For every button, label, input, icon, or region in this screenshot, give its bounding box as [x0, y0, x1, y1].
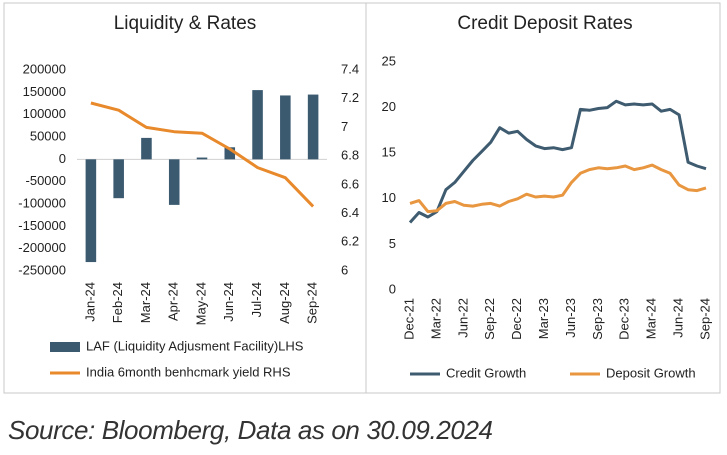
x-tick-label: Aug-24 — [277, 282, 292, 324]
y2-tick-label: 6.8 — [341, 148, 359, 163]
y-tick-label: 0 — [389, 281, 396, 296]
y-tick-label: 50000 — [30, 128, 66, 143]
y2-tick-label: 6.6 — [341, 176, 359, 191]
y-tick-label: 25 — [382, 53, 396, 68]
bar — [307, 94, 319, 160]
bar — [280, 95, 291, 160]
x-tick-label: Jan-24 — [82, 282, 97, 322]
bar — [85, 159, 97, 263]
y2-tick-label: 6.4 — [341, 205, 359, 220]
y-tick-label: 100000 — [23, 106, 66, 121]
x-tick-label: Sep-23 — [590, 298, 605, 340]
x-tick-label: Jun-24 — [221, 282, 236, 322]
legend-label: Deposit Growth — [606, 365, 696, 380]
x-tick-label: Sep-22 — [482, 298, 497, 340]
x-tick-label: Mar-23 — [536, 298, 551, 339]
x-tick-label: Dec-21 — [401, 298, 416, 340]
y-tick-label: -50000 — [26, 173, 66, 188]
y-tick-label: 5 — [389, 236, 396, 251]
y-tick-label: -100000 — [18, 195, 66, 210]
x-tick-label: Jun-22 — [455, 298, 470, 338]
legend-label: Credit Growth — [446, 365, 526, 380]
x-tick-label: Feb-24 — [110, 282, 125, 323]
y-tick-label: 20 — [382, 99, 396, 114]
y-tick-label: -250000 — [18, 262, 66, 277]
x-tick-label: Sep-24 — [305, 282, 320, 324]
line-series — [408, 99, 707, 224]
bar — [224, 147, 236, 160]
y2-tick-label: 7.4 — [341, 61, 359, 76]
x-tick-label: Mar-24 — [644, 298, 659, 339]
bar — [196, 157, 208, 160]
x-tick-label: Sep-24 — [697, 298, 712, 340]
y-tick-label: 200000 — [23, 61, 66, 76]
x-tick-label: Apr-24 — [166, 282, 181, 321]
line-series — [90, 101, 315, 208]
chart-title: Credit Deposit Rates — [457, 13, 632, 34]
y-tick-label: 15 — [382, 145, 396, 160]
y-tick-label: 150000 — [23, 84, 66, 99]
bar — [141, 137, 152, 160]
x-tick-label: May-24 — [193, 282, 208, 325]
y2-tick-label: 6 — [341, 262, 348, 277]
x-tick-label: Mar-22 — [428, 298, 443, 339]
legend-label: India 6month benhcmark yield RHS — [86, 364, 291, 379]
x-tick-label: Mar-24 — [138, 282, 153, 323]
y2-tick-label: 7 — [341, 119, 348, 134]
legend-label: LAF (Liquidity Adjusment Facility)LHS — [86, 338, 304, 353]
frame — [3, 2, 721, 394]
bar — [168, 159, 180, 205]
legend-swatch — [50, 342, 80, 352]
y-tick-label: -150000 — [18, 218, 66, 233]
chart-title: Liquidity & Rates — [114, 13, 257, 34]
x-tick-label: Jun-23 — [563, 298, 578, 338]
y2-tick-label: 7.2 — [341, 90, 359, 105]
x-tick-label: Dec-22 — [509, 298, 524, 340]
bar — [113, 159, 124, 199]
bar — [252, 90, 263, 160]
source-note: Source: Bloomberg, Data as on 30.09.2024 — [8, 415, 493, 445]
x-tick-label: Jul-24 — [249, 282, 264, 317]
y-tick-label: 10 — [382, 190, 396, 205]
line-series — [409, 163, 707, 214]
y2-tick-label: 6.2 — [341, 234, 359, 249]
y-tick-label: -200000 — [18, 240, 66, 255]
x-tick-label: Dec-23 — [617, 298, 632, 340]
y-tick-label: 0 — [59, 151, 66, 166]
x-tick-label: Jun-24 — [671, 298, 686, 338]
